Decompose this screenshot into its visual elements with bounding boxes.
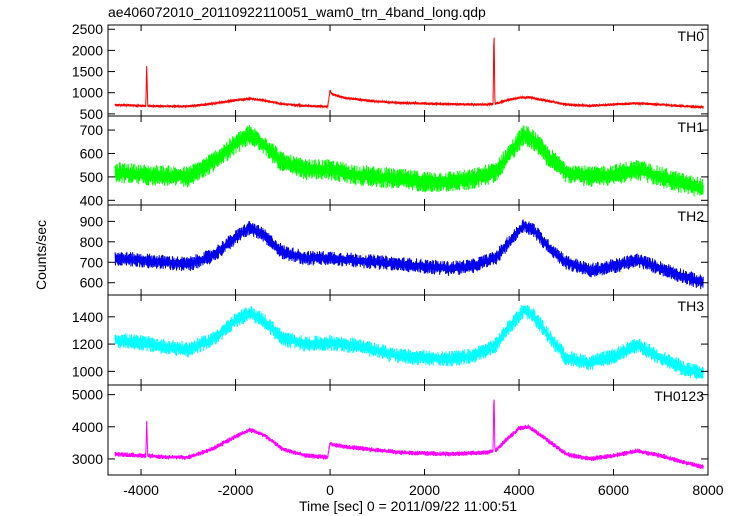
series-th2 <box>114 219 704 290</box>
x-tick-label: 4000 <box>503 482 534 498</box>
panel-th0: 500 1000 1500 2000 2500 TH0 <box>72 21 709 122</box>
series-th1 <box>114 124 704 197</box>
x-tick-label: 8000 <box>692 482 723 498</box>
y-tick-label: 4000 <box>72 419 103 435</box>
x-tick-label: 0 <box>326 482 334 498</box>
y-axis-label: Counts/sec <box>33 220 49 290</box>
y-tick-label: 600 <box>80 145 104 161</box>
x-tick-label: 6000 <box>598 482 629 498</box>
y-tick-label: 1500 <box>72 64 103 80</box>
y-tick-label: 5000 <box>72 387 103 403</box>
series-th3 <box>114 304 704 380</box>
series-th0123 <box>114 399 704 469</box>
y-tick-label: 700 <box>80 254 104 270</box>
y-tick-label: 400 <box>80 192 104 208</box>
y-tick-label: 500 <box>80 169 104 185</box>
panel-frame <box>107 294 709 386</box>
y-tick-label: 600 <box>80 275 104 291</box>
y-tick-label: 800 <box>80 234 104 250</box>
y-tick-label: 1000 <box>72 85 103 101</box>
y-tick-label: 700 <box>80 122 104 138</box>
panel-label: TH2 <box>678 208 705 224</box>
panels: 500 1000 1500 2000 2500 TH0 400 500 600 700 TH1 600… <box>72 21 709 476</box>
x-axis-label: Time [sec] 0 = 2011/09/22 11:00:51 <box>299 498 517 514</box>
x-tick-label: -2000 <box>218 482 254 498</box>
panel-frame <box>107 115 709 206</box>
panel-label: TH3 <box>678 298 705 314</box>
panel-th1: 400 500 600 700 TH1 <box>80 115 709 208</box>
y-tick-label: 2000 <box>72 42 103 58</box>
panel-frame <box>107 384 709 476</box>
y-tick-label: 2500 <box>72 21 103 37</box>
panel-th3: 1000 1200 1400 TH3 <box>72 294 709 386</box>
y-tick-label: 1200 <box>72 336 103 352</box>
y-tick-label: 500 <box>80 106 104 122</box>
series-th0 <box>114 37 704 110</box>
panel-th0123: 3000 4000 5000 TH0123 <box>72 384 709 476</box>
x-tick-label: 2000 <box>409 482 440 498</box>
panel-label: TH0123 <box>654 388 704 404</box>
x-axis-ticks: -4000 -2000 0 2000 4000 6000 8000 <box>123 482 724 498</box>
panel-frame <box>107 204 709 296</box>
panel-th2: 600 700 800 900 TH2 <box>80 204 709 296</box>
y-tick-label: 1400 <box>72 309 103 325</box>
panel-label: TH0 <box>678 28 705 44</box>
y-tick-label: 1000 <box>72 363 103 379</box>
panel-label: TH1 <box>678 119 705 135</box>
x-tick-label: -4000 <box>123 482 159 498</box>
chart-title: ae406072010_20110922110051_wam0_trn_4ban… <box>108 4 486 20</box>
y-tick-label: 900 <box>80 213 104 229</box>
y-tick-label: 3000 <box>72 451 103 467</box>
